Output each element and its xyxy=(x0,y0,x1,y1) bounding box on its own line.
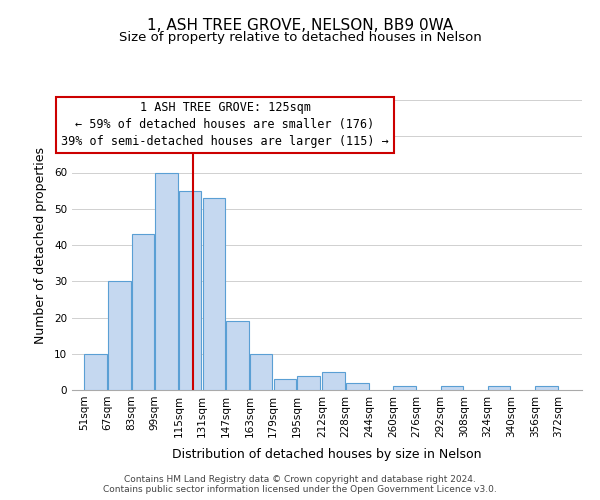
Bar xyxy=(297,376,320,390)
Bar xyxy=(108,281,131,390)
Text: Size of property relative to detached houses in Nelson: Size of property relative to detached ho… xyxy=(119,31,481,44)
Bar xyxy=(440,386,463,390)
Bar xyxy=(346,383,368,390)
Bar xyxy=(488,386,511,390)
Text: Contains HM Land Registry data © Crown copyright and database right 2024.: Contains HM Land Registry data © Crown c… xyxy=(124,475,476,484)
Y-axis label: Number of detached properties: Number of detached properties xyxy=(34,146,47,344)
Bar xyxy=(274,379,296,390)
Bar xyxy=(179,190,202,390)
Text: 1, ASH TREE GROVE, NELSON, BB9 0WA: 1, ASH TREE GROVE, NELSON, BB9 0WA xyxy=(147,18,453,32)
Bar xyxy=(132,234,154,390)
Bar xyxy=(322,372,345,390)
X-axis label: Distribution of detached houses by size in Nelson: Distribution of detached houses by size … xyxy=(172,448,482,461)
Bar xyxy=(155,172,178,390)
Bar xyxy=(226,321,249,390)
Bar xyxy=(250,354,272,390)
Bar xyxy=(535,386,558,390)
Bar xyxy=(394,386,416,390)
Bar xyxy=(203,198,225,390)
Bar xyxy=(85,354,107,390)
Text: Contains public sector information licensed under the Open Government Licence v3: Contains public sector information licen… xyxy=(103,485,497,494)
Text: 1 ASH TREE GROVE: 125sqm
← 59% of detached houses are smaller (176)
39% of semi-: 1 ASH TREE GROVE: 125sqm ← 59% of detach… xyxy=(61,102,389,148)
